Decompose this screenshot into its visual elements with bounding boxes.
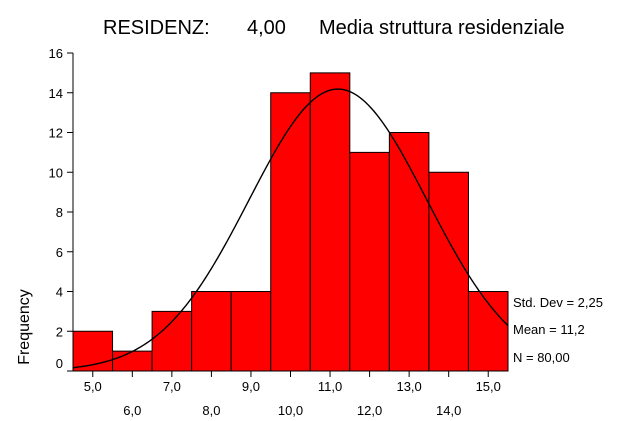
bars-group xyxy=(72,72,509,372)
y-tick-label: 0 xyxy=(56,356,63,371)
normal-curve-group xyxy=(72,88,509,369)
histogram-bar xyxy=(112,350,153,372)
y-tick-label: 10 xyxy=(49,165,63,180)
y-tick-label: 2 xyxy=(56,324,63,339)
stats-group: Std. Dev = 2,25 Mean = 11,2 N = 80,00 xyxy=(513,295,603,365)
histogram-bar xyxy=(270,92,311,372)
stat-mean: Mean = 11,2 xyxy=(513,322,585,337)
stat-n: N = 80,00 xyxy=(513,350,570,365)
histogram-bar xyxy=(151,310,193,372)
normal-curve-line xyxy=(72,88,509,369)
x-tick-label: 11,0 xyxy=(318,379,342,394)
chart-title: RESIDENZ: 4,00 Media struttura residenzi… xyxy=(103,17,565,39)
axes-group: 0 2 4 6 8 10 12 14 16 5,0 7,0 9,0 11,0 13,0 15,0 6,0 8,0… xyxy=(49,46,508,418)
title-variable: RESIDENZ: xyxy=(103,17,210,39)
y-tick-label: 12 xyxy=(49,126,63,141)
y-tick-label: 4 xyxy=(56,285,63,300)
x-tick-label: 6,0 xyxy=(123,403,141,418)
histogram-bar xyxy=(309,72,351,372)
x-tick-label: 15,0 xyxy=(476,379,501,394)
histogram-bar xyxy=(349,151,390,372)
stat-std-dev: Std. Dev = 2,25 xyxy=(513,295,603,310)
y-axis-title: Frequency xyxy=(16,289,33,365)
title-value: 4,00 xyxy=(247,17,286,39)
histogram-bar xyxy=(191,291,232,372)
x-tick-label: 7,0 xyxy=(163,379,181,394)
title-description: Media struttura residenziale xyxy=(319,17,565,39)
x-tick-label: 9,0 xyxy=(242,379,260,394)
x-tick-label: 13,0 xyxy=(396,379,421,394)
x-tick-label: 10,0 xyxy=(278,403,303,418)
x-tick-label: 5,0 xyxy=(84,379,102,394)
y-tick-label: 14 xyxy=(49,86,63,101)
y-tick-label: 16 xyxy=(49,46,63,61)
x-tick-label: 14,0 xyxy=(436,403,461,418)
y-tick-label: 8 xyxy=(56,205,63,220)
x-tick-label: 12,0 xyxy=(357,403,382,418)
y-tick-label: 6 xyxy=(56,245,63,260)
histogram-bar xyxy=(467,291,509,372)
x-tick-label: 8,0 xyxy=(202,403,220,418)
histogram-bar xyxy=(388,132,430,372)
histogram-bar xyxy=(230,291,272,372)
histogram-bar xyxy=(428,171,469,372)
